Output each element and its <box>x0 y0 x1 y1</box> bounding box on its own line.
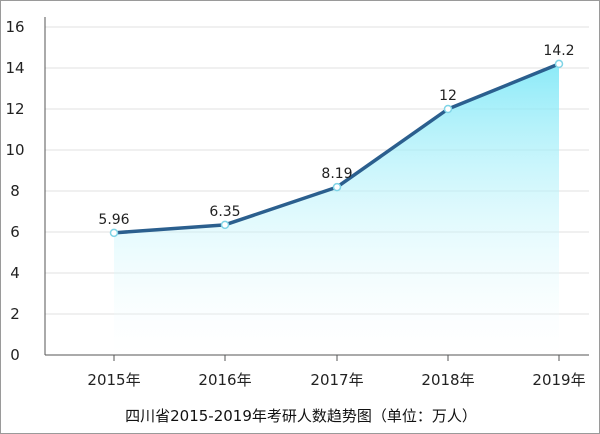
x-tick-label: 2016年 <box>198 371 251 389</box>
x-tick-label: 2015年 <box>87 371 140 389</box>
x-tick-label: 2018年 <box>421 371 474 389</box>
data-label: 6.35 <box>209 204 240 220</box>
y-tick-label: 14 <box>5 59 24 77</box>
data-label: 5.96 <box>98 212 129 228</box>
x-tick-label: 2017年 <box>310 371 363 389</box>
data-label: 14.2 <box>543 43 574 59</box>
data-point <box>332 182 342 192</box>
area-fill <box>114 63 559 356</box>
y-tick-label: 8 <box>10 182 20 200</box>
axes <box>44 17 589 361</box>
y-tick-label: 0 <box>10 346 20 364</box>
y-tick-label: 16 <box>5 18 24 36</box>
y-tick-label: 4 <box>10 264 20 282</box>
data-label: 8.19 <box>321 166 352 182</box>
chart-caption: 四川省2015-2019年考研人数趋势图（单位：万人） <box>125 407 477 425</box>
data-point <box>443 104 453 114</box>
data-point <box>554 59 564 69</box>
data-points <box>109 59 564 238</box>
data-point <box>109 228 119 238</box>
y-tick-label: 12 <box>5 100 24 118</box>
area-fill-shape <box>114 63 559 356</box>
y-tick-label: 6 <box>10 223 20 241</box>
data-point <box>220 220 230 230</box>
data-labels: 5.96 6.35 8.19 12 14.2 <box>98 43 574 228</box>
y-tick-label: 10 <box>5 141 24 159</box>
data-label: 12 <box>439 88 457 104</box>
tick-labels: 0 2 4 6 8 10 12 14 16 2015年 2016年 2017年 2018年 2019年 <box>5 18 585 389</box>
x-tick-label: 2019年 <box>532 371 585 389</box>
y-tick-label: 2 <box>10 305 20 323</box>
